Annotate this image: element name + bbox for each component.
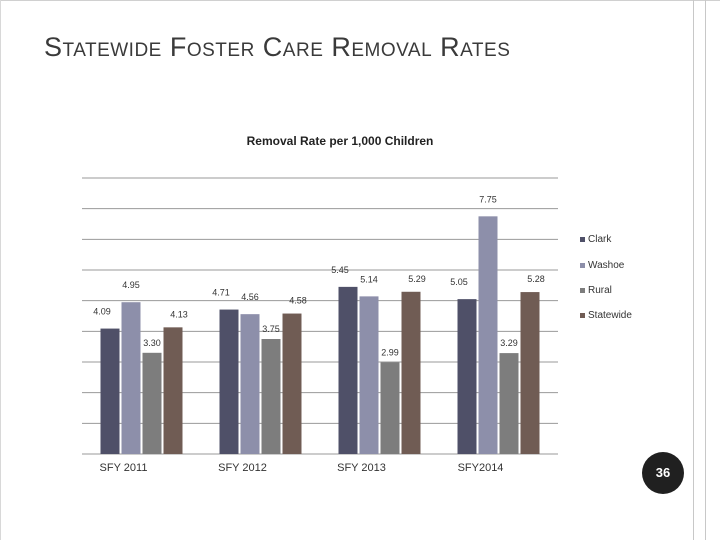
slide-border-top [0,0,720,1]
bar [338,286,358,454]
data-label: 7.75 [479,194,497,204]
bar [359,296,379,454]
data-label: 5.14 [360,274,378,284]
legend-label: Statewide [588,310,632,321]
data-label: 4.95 [122,280,140,290]
data-label: 3.29 [500,338,518,348]
legend-swatch [580,263,585,268]
bar [219,309,239,454]
data-label: 3.75 [262,324,280,334]
category-label: SFY 2012 [218,462,267,474]
data-label: 4.56 [241,292,259,302]
data-label: 4.13 [170,309,188,319]
data-label: 3.30 [143,338,161,348]
bar [282,313,302,454]
bar [261,339,281,454]
bar [520,292,540,454]
bar [457,299,477,454]
data-label: 4.09 [93,307,111,317]
legend-swatch [580,313,585,318]
bar [478,216,498,454]
bar [100,328,120,454]
legend-swatch [580,288,585,293]
chart-title: Removal Rate per 1,000 Children [246,134,434,148]
page-number-badge: 36 [642,452,684,494]
category-label: SFY2014 [458,462,504,474]
decorative-line [693,0,694,540]
bar [401,291,421,454]
slide-border-left [0,0,1,540]
legend-label: Washoe [588,260,625,271]
legend-label: Clark [588,234,612,245]
bar [163,327,183,454]
legend-label: Rural [588,285,612,296]
data-label: 5.28 [527,274,545,284]
data-label: 2.99 [381,347,399,357]
bar [142,352,162,454]
category-label: SFY 2013 [337,462,386,474]
data-label: 4.71 [212,288,230,298]
bar [380,362,400,454]
decorative-line [705,0,706,540]
data-label: 5.45 [331,265,349,275]
data-label: 5.29 [408,274,426,284]
bar [121,302,141,454]
slide-title: Statewide Foster Care Removal Rates [44,32,511,62]
data-label: 5.05 [450,277,468,287]
bar [499,353,519,454]
category-label: SFY 2011 [100,462,148,474]
bar [240,314,260,454]
legend-swatch [580,237,585,242]
data-label: 4.58 [289,296,307,306]
